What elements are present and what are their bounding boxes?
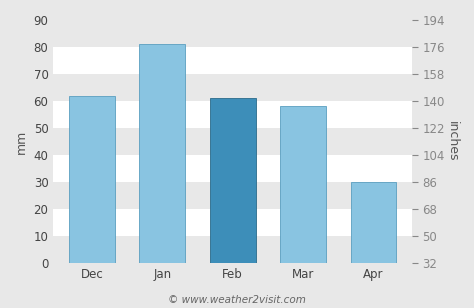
Bar xyxy=(210,98,255,263)
Bar xyxy=(139,44,185,263)
Text: © www.weather2visit.com: © www.weather2visit.com xyxy=(168,295,306,305)
Bar xyxy=(69,95,115,263)
Bar xyxy=(53,128,412,155)
Bar xyxy=(53,47,412,74)
Bar xyxy=(53,101,412,128)
Bar xyxy=(53,74,412,101)
Bar xyxy=(280,106,326,263)
Y-axis label: mm: mm xyxy=(15,129,28,153)
Bar xyxy=(53,155,412,182)
Bar xyxy=(53,20,412,47)
Bar xyxy=(351,182,396,263)
Bar xyxy=(53,182,412,209)
Bar xyxy=(53,236,412,263)
Bar xyxy=(53,209,412,236)
Y-axis label: inches: inches xyxy=(446,121,459,162)
